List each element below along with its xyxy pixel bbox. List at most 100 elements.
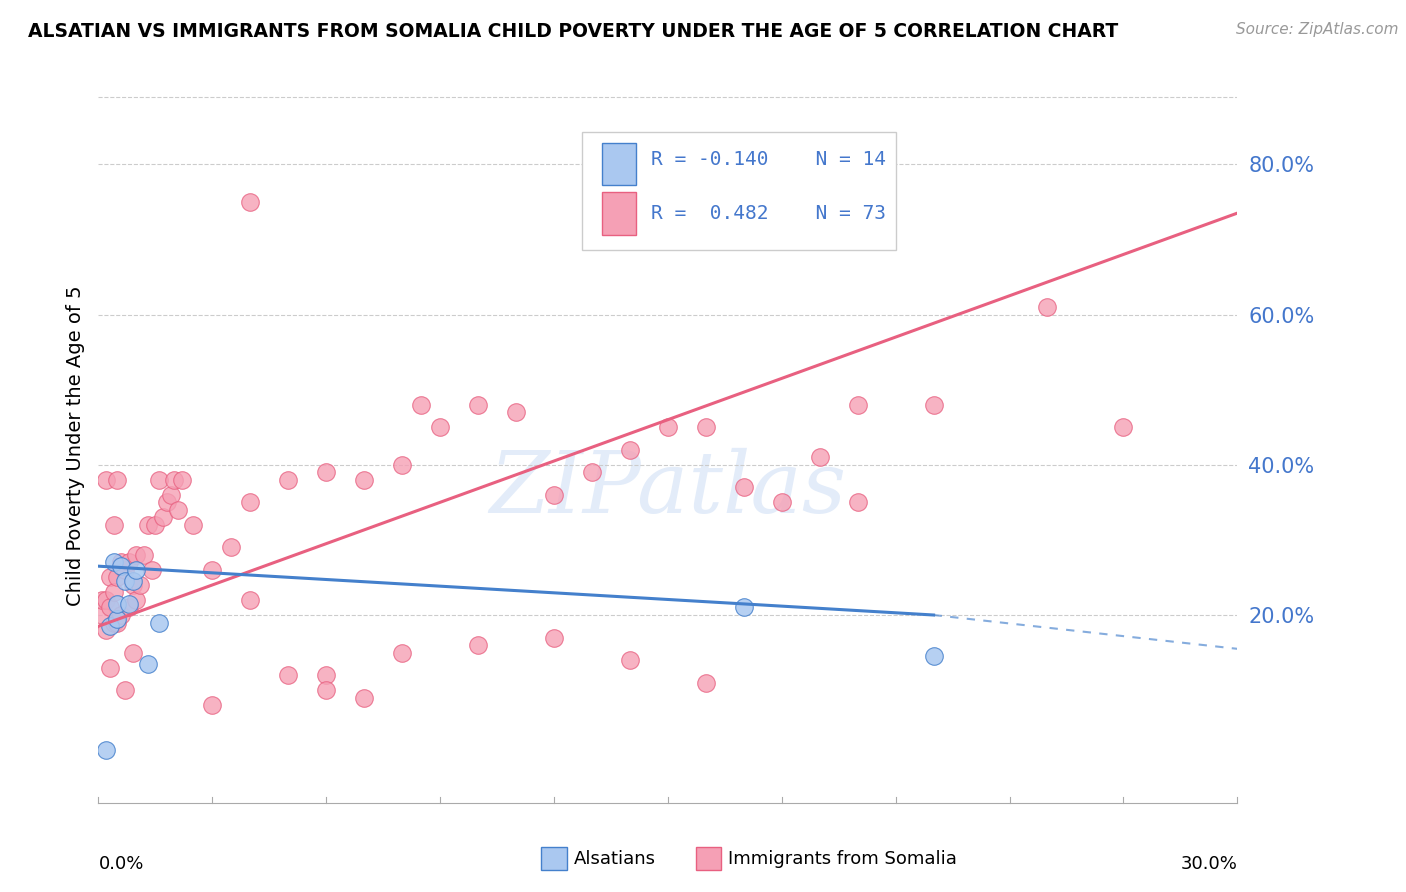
Y-axis label: Child Poverty Under the Age of 5: Child Poverty Under the Age of 5 <box>66 285 84 607</box>
Point <box>98 619 121 633</box>
Point <box>121 646 143 660</box>
Point <box>98 660 121 674</box>
Point <box>121 574 143 589</box>
Point <box>132 548 155 562</box>
Point <box>114 563 136 577</box>
Point <box>391 458 413 472</box>
Text: 0.0%: 0.0% <box>98 855 143 873</box>
Point <box>103 517 125 532</box>
Point <box>467 638 489 652</box>
Point <box>103 556 125 570</box>
Point <box>353 473 375 487</box>
Point <box>201 698 224 713</box>
Point <box>91 593 114 607</box>
Point <box>167 503 190 517</box>
Point <box>148 615 170 630</box>
Point <box>103 585 125 599</box>
Point <box>110 559 132 574</box>
Text: Source: ZipAtlas.com: Source: ZipAtlas.com <box>1236 22 1399 37</box>
Point <box>411 398 433 412</box>
Point <box>107 597 129 611</box>
Point <box>239 593 262 607</box>
Point <box>163 473 186 487</box>
Point <box>114 683 136 698</box>
Point <box>922 398 945 412</box>
Point <box>145 517 167 532</box>
Point <box>277 473 299 487</box>
Point <box>110 607 132 622</box>
Text: ALSATIAN VS IMMIGRANTS FROM SOMALIA CHILD POVERTY UNDER THE AGE OF 5 CORRELATION: ALSATIAN VS IMMIGRANTS FROM SOMALIA CHIL… <box>28 22 1118 41</box>
Point <box>125 548 148 562</box>
Point <box>107 615 129 630</box>
Point <box>619 442 641 457</box>
Point <box>91 607 114 622</box>
Point <box>98 600 121 615</box>
Text: ZIPatlas: ZIPatlas <box>489 448 846 530</box>
Point <box>183 517 205 532</box>
Point <box>543 631 565 645</box>
Point <box>107 570 129 584</box>
Point <box>94 593 117 607</box>
Point <box>114 574 136 589</box>
Text: 30.0%: 30.0% <box>1181 855 1237 873</box>
Point <box>152 510 174 524</box>
Point <box>118 600 141 615</box>
Point <box>239 495 262 509</box>
Point <box>94 743 117 757</box>
Point <box>107 612 129 626</box>
Point <box>391 646 413 660</box>
Point <box>808 450 831 465</box>
Point <box>770 495 793 509</box>
Point <box>221 541 243 555</box>
Point <box>136 657 159 671</box>
Point <box>118 556 141 570</box>
Point <box>619 653 641 667</box>
Point <box>543 488 565 502</box>
Point <box>353 690 375 705</box>
Point <box>239 194 262 209</box>
Point <box>118 597 141 611</box>
Point <box>922 649 945 664</box>
Point <box>733 600 755 615</box>
Point <box>121 578 143 592</box>
Point <box>581 465 603 479</box>
Point <box>98 570 121 584</box>
Point <box>846 495 869 509</box>
Point <box>103 615 125 630</box>
FancyBboxPatch shape <box>582 132 896 250</box>
Point <box>141 563 163 577</box>
Point <box>846 398 869 412</box>
Point <box>315 668 337 682</box>
Point <box>657 420 679 434</box>
Point <box>136 517 159 532</box>
Point <box>170 473 193 487</box>
Point <box>695 420 717 434</box>
Point <box>429 420 451 434</box>
Point <box>129 578 152 592</box>
Point <box>201 563 224 577</box>
Point <box>125 593 148 607</box>
Point <box>505 405 527 419</box>
Bar <box>602 143 636 186</box>
Point <box>159 488 181 502</box>
Point <box>107 473 129 487</box>
Point <box>125 563 148 577</box>
Point <box>695 675 717 690</box>
Point <box>156 495 179 509</box>
Text: R = -0.140    N = 14: R = -0.140 N = 14 <box>651 151 886 169</box>
Point <box>1112 420 1135 434</box>
Point <box>148 473 170 487</box>
Point <box>94 473 117 487</box>
Point <box>110 556 132 570</box>
Text: Alsatians: Alsatians <box>574 849 655 868</box>
Point <box>1036 300 1059 314</box>
Text: Immigrants from Somalia: Immigrants from Somalia <box>728 849 957 868</box>
Text: R =  0.482    N = 73: R = 0.482 N = 73 <box>651 203 886 222</box>
Point <box>733 480 755 494</box>
Point <box>277 668 299 682</box>
Point <box>467 398 489 412</box>
Point <box>315 465 337 479</box>
Point <box>315 683 337 698</box>
Point <box>94 623 117 637</box>
Bar <box>602 193 636 235</box>
